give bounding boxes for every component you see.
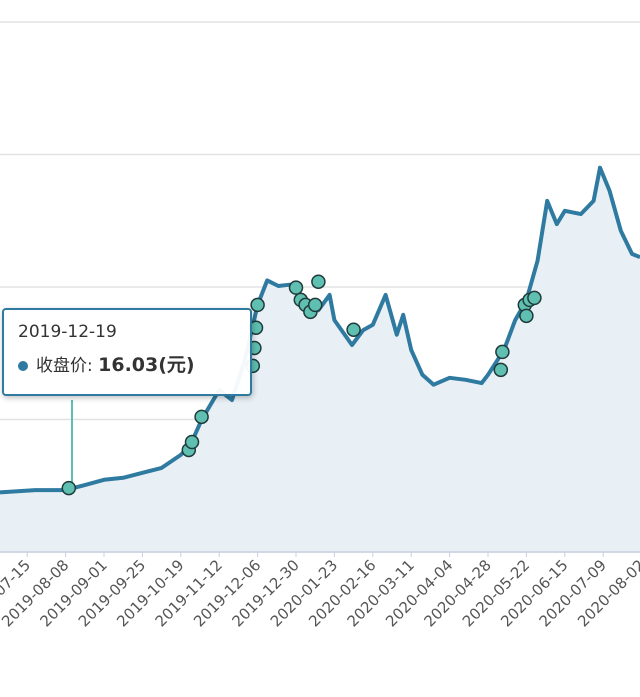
marker bbox=[184, 434, 200, 450]
marker bbox=[250, 297, 265, 313]
marker bbox=[495, 344, 510, 360]
marker bbox=[311, 274, 326, 289]
tooltip-unit: (元) bbox=[158, 354, 195, 376]
marker bbox=[307, 297, 323, 313]
marker bbox=[527, 290, 542, 306]
tooltip-row: 收盘价: 16.03(元) bbox=[18, 350, 236, 377]
volume-bar bbox=[71, 399, 73, 552]
marker bbox=[346, 322, 361, 337]
marker bbox=[61, 480, 77, 496]
area-fill bbox=[0, 167, 640, 552]
tooltip-value: 16.03 bbox=[98, 354, 159, 376]
tooltip-date: 2019-12-19 bbox=[18, 322, 117, 342]
marker bbox=[194, 409, 209, 425]
tooltip: 2019-12-19 收盘价: 16.03(元) bbox=[2, 308, 252, 396]
marker bbox=[288, 280, 304, 295]
tooltip-dot bbox=[18, 361, 28, 371]
marker bbox=[519, 308, 534, 324]
marker bbox=[493, 362, 509, 378]
tooltip-label: 收盘价: bbox=[36, 356, 99, 376]
